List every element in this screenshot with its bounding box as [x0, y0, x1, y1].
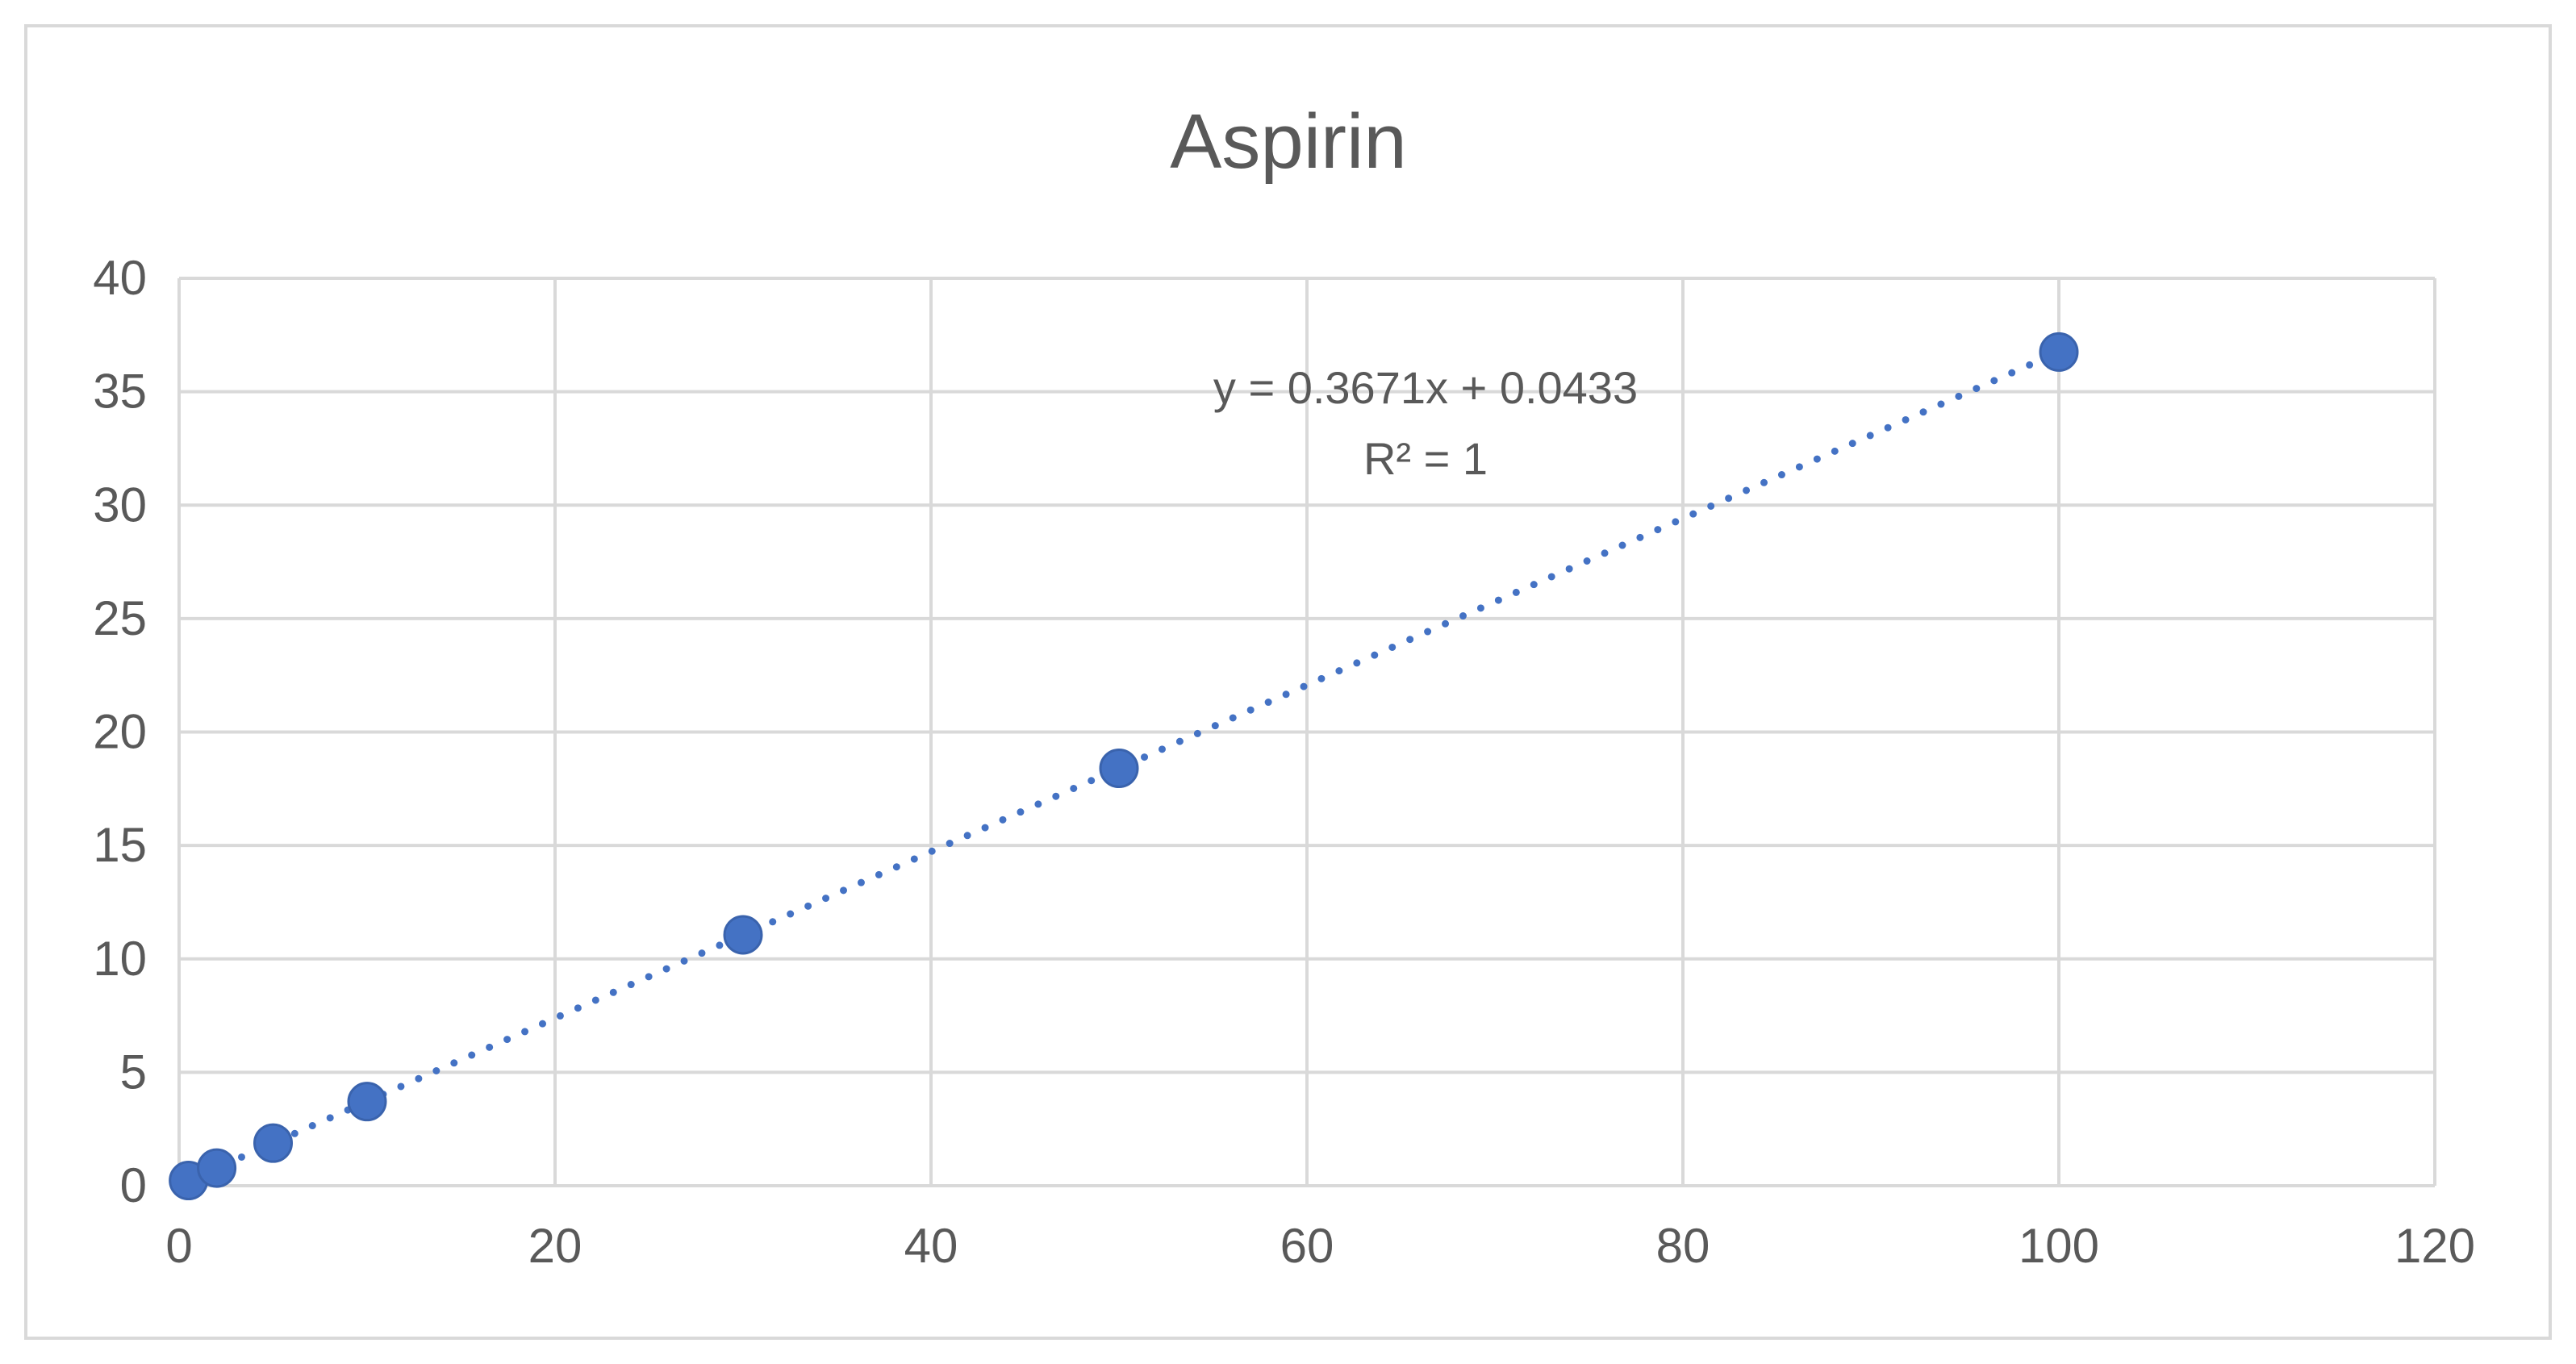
- chart-frame: [24, 24, 2552, 1340]
- trendline-r-squared: R² = 1: [1363, 433, 1488, 484]
- data-points: [169, 332, 2079, 1201]
- data-point: [2039, 332, 2079, 372]
- trendline-equation: y = 0.3671x + 0.0433: [1213, 362, 1638, 413]
- data-point: [253, 1123, 293, 1163]
- data-point: [197, 1148, 237, 1188]
- axis-tick-labels: 0 5 10 15 20 25 30 35 40 0 20 40 60 80 100 120: [93, 251, 2475, 1273]
- x-tick-label: 120: [2394, 1219, 2475, 1273]
- x-tick-label: 60: [1280, 1219, 1334, 1273]
- data-point: [723, 915, 763, 955]
- x-tick-label: 20: [528, 1219, 582, 1273]
- y-tick-label: 15: [93, 818, 147, 872]
- x-tick-label: 40: [904, 1219, 958, 1273]
- y-tick-label: 10: [93, 932, 147, 986]
- x-tick-label: 80: [1656, 1219, 1710, 1273]
- y-tick-label: 20: [93, 705, 147, 759]
- y-tick-label: 25: [93, 591, 147, 645]
- data-point: [1099, 749, 1139, 788]
- x-tick-label: 100: [2019, 1219, 2099, 1273]
- data-point: [347, 1082, 387, 1122]
- x-tick-label: 0: [165, 1219, 192, 1273]
- y-tick-label: 40: [93, 251, 147, 305]
- gridlines: [177, 277, 2436, 1187]
- y-tick-label: 30: [93, 478, 147, 532]
- y-tick-label: 0: [120, 1158, 147, 1212]
- chart-title: Aspirin: [1170, 98, 1406, 185]
- y-tick-label: 35: [93, 365, 147, 419]
- y-tick-label: 5: [120, 1045, 147, 1099]
